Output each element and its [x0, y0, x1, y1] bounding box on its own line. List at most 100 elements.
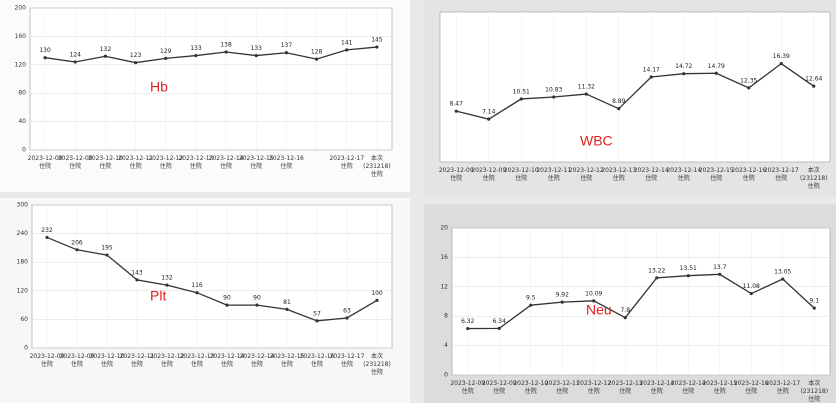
- x-tick-label: 2023-12-16 住院: [734, 380, 769, 395]
- data-label: 143: [131, 269, 143, 276]
- x-tick-label: 2023-12-13 住院: [601, 167, 636, 182]
- series-line: [46, 236, 378, 322]
- y-tick-label: 4: [444, 342, 448, 349]
- y-tick-label: 8: [444, 313, 448, 320]
- x-tick-label: 2023-12-12 住院: [576, 380, 611, 395]
- point: [623, 316, 627, 320]
- x-tick-label: 2023-12-09 住院: [439, 167, 474, 182]
- data-label: 9.5: [526, 295, 536, 302]
- point: [195, 291, 199, 295]
- x-tick-label: 2023-12-14 住院: [209, 155, 244, 170]
- point: [454, 109, 458, 113]
- data-label: 14.72: [675, 63, 692, 70]
- data-label: 11.08: [743, 283, 760, 290]
- point: [225, 303, 229, 307]
- x-tick-label: 2023-12-17 住院: [764, 167, 799, 182]
- point: [133, 61, 138, 65]
- data-label: 132: [100, 46, 112, 53]
- point: [165, 283, 169, 287]
- x-tick-label: 2023-12-09 住院: [58, 155, 93, 170]
- point: [103, 54, 108, 58]
- point: [529, 303, 533, 307]
- x-tick-label: 2023-12-11 住院: [118, 155, 153, 170]
- y-tick-label: 60: [20, 316, 28, 323]
- x-tick-label: 2023-12-13 住院: [180, 353, 215, 368]
- data-label: 100: [371, 290, 383, 297]
- data-label: 81: [283, 299, 291, 306]
- series-line: [467, 273, 815, 330]
- point: [73, 60, 77, 64]
- point: [649, 75, 653, 79]
- point: [375, 45, 379, 49]
- point: [747, 86, 751, 90]
- y-tick-label: 16: [440, 254, 448, 261]
- data-label: 137: [281, 42, 293, 49]
- series-line: [456, 62, 815, 120]
- point: [487, 117, 491, 121]
- point: [812, 84, 816, 88]
- point: [519, 97, 523, 101]
- data-label: 138: [220, 42, 232, 49]
- y-tick-label: 300: [17, 202, 29, 209]
- x-tick-label: 2023-12-15 住院: [239, 155, 274, 170]
- x-tick-label: 2023-12-16 住院: [731, 167, 766, 182]
- x-tick-label: 2023-12-14 住院: [634, 167, 669, 182]
- point: [497, 326, 501, 331]
- point: [345, 48, 349, 52]
- data-label: 132: [161, 275, 173, 282]
- data-label: 10.09: [585, 290, 602, 297]
- point: [375, 298, 379, 302]
- point: [682, 72, 686, 76]
- data-label: 129: [160, 48, 172, 55]
- y-tick-label: 0: [444, 372, 448, 379]
- point: [655, 276, 659, 280]
- y-tick-label: 0: [22, 147, 26, 154]
- y-tick-label: 40: [18, 118, 26, 125]
- point: [781, 277, 785, 281]
- annotation: Neu: [586, 302, 612, 318]
- x-tick-label: 2023-12-13 住院: [608, 380, 643, 395]
- data-label: 12.64: [805, 76, 822, 83]
- data-label: 232: [41, 227, 53, 234]
- data-label: 12.35: [740, 77, 757, 84]
- annotation: Plt: [150, 288, 166, 304]
- point: [812, 306, 816, 310]
- data-label: 13.7: [713, 264, 727, 271]
- annotation: WBC: [580, 133, 613, 149]
- point: [466, 326, 470, 331]
- point: [224, 50, 228, 54]
- data-label: 9.1: [809, 298, 819, 305]
- x-tick-label: 2023-12-14 住院: [666, 167, 701, 182]
- data-label: 128: [311, 49, 323, 56]
- data-label: 90: [253, 295, 261, 302]
- data-label: 206: [71, 239, 83, 246]
- y-tick-label: 200: [15, 5, 27, 12]
- x-tick-label: 2023-12-09 住院: [60, 353, 95, 368]
- plot-frame: [29, 7, 393, 151]
- point: [345, 316, 349, 320]
- x-tick-label: 2023-12-15 住院: [699, 167, 734, 182]
- plot-frame: [439, 11, 831, 163]
- x-tick-label: 本次(231218)住院: [800, 166, 828, 190]
- data-label: 123: [130, 52, 142, 59]
- annotation: Hb: [150, 79, 168, 95]
- x-tick-label: 2023-12-12 住院: [569, 167, 604, 182]
- point: [314, 57, 319, 61]
- data-label: 90: [223, 295, 231, 302]
- y-tick-label: 0: [24, 345, 28, 352]
- y-tick-label: 80: [18, 90, 26, 97]
- data-label: 141: [341, 39, 353, 46]
- x-tick-label: 2023-12-11 住院: [536, 167, 571, 182]
- data-label: 10.51: [513, 88, 530, 95]
- data-label: 9.92: [556, 292, 570, 299]
- point: [45, 235, 49, 240]
- y-tick-label: 180: [17, 259, 29, 266]
- x-tick-label: 2023-12-10 住院: [513, 380, 548, 395]
- data-label: 57: [313, 310, 321, 317]
- data-label: 133: [251, 45, 263, 52]
- data-label: 7.8: [620, 307, 630, 314]
- y-tick-label: 120: [15, 61, 27, 68]
- x-tick-label: 2023-12-09 住院: [28, 155, 63, 170]
- point: [560, 300, 564, 304]
